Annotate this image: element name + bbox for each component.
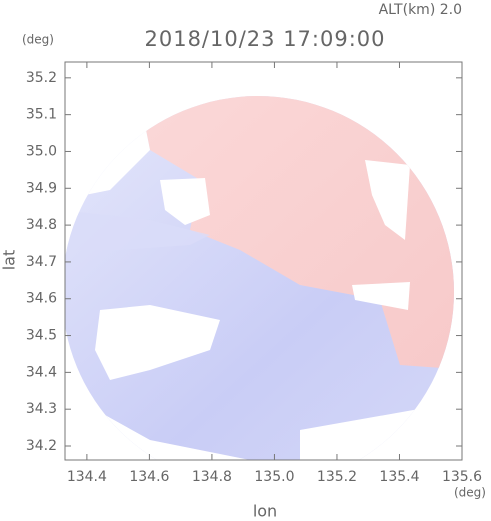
x-tick-label: 134.4 — [67, 469, 107, 485]
y-tick-label: 35.2 — [26, 70, 57, 86]
y-tick-label: 34.5 — [26, 328, 57, 344]
chart-title: 2018/10/23 17:09:00 — [144, 27, 385, 51]
x-tick-label: 135.6 — [442, 469, 482, 485]
x-tick-label: 135.4 — [379, 469, 419, 485]
y-tick-label: 34.7 — [26, 254, 57, 270]
y-tick-label: 34.6 — [26, 291, 57, 307]
y-tick-label: 34.8 — [26, 217, 57, 233]
y-tick-label: 35.1 — [26, 107, 57, 123]
x-tick-label: 135.2 — [317, 469, 357, 485]
y-tick-label: 34.2 — [26, 438, 57, 454]
y-axis-label: lat — [0, 250, 19, 271]
plot-frame — [64, 61, 463, 461]
y-tick-label: 34.9 — [26, 180, 57, 196]
x-tick-label: 135.0 — [254, 469, 294, 485]
annotation: ALT(km) 2.0 — [379, 2, 462, 18]
y-tick-label: 34.3 — [26, 401, 57, 417]
y-unit: (deg) — [22, 33, 54, 47]
y-tick-label: 34.4 — [26, 364, 57, 380]
x-axis-label: lon — [253, 502, 277, 521]
y-tick-label: 35.0 — [26, 143, 57, 159]
x-unit: (deg) — [454, 486, 486, 500]
radar-field — [65, 96, 454, 460]
x-tick-label: 134.6 — [129, 469, 169, 485]
x-tick-label: 134.8 — [192, 469, 232, 485]
